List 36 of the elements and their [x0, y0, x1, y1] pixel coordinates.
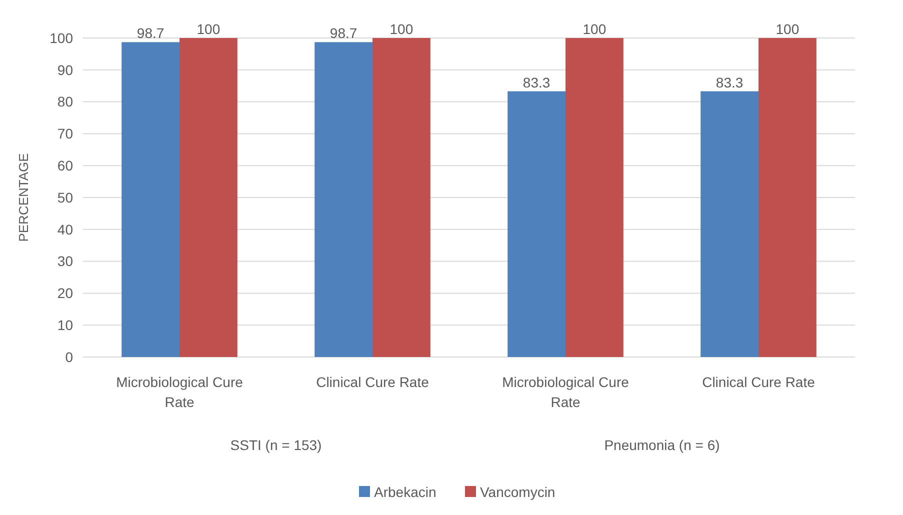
y-axis-title: PERCENTAGE	[16, 152, 31, 242]
text: Pneumonia (n = 6)	[604, 437, 720, 453]
data-label: 100	[582, 21, 606, 37]
bar	[372, 38, 430, 357]
bar	[758, 38, 816, 357]
y-tick-label: 100	[50, 30, 74, 46]
y-tick-label: 90	[57, 62, 74, 78]
data-label: 98.7	[136, 25, 164, 42]
data-label: 83.3	[716, 74, 744, 90]
y-tick-label: 50	[57, 189, 74, 206]
x-tick-label: Microbiological Cure Rate	[502, 374, 630, 410]
text: SSTI (n = 153)	[230, 437, 322, 453]
y-tick-label: 40	[57, 221, 74, 238]
data-label: 100	[196, 21, 220, 37]
x-tick-label: Clinical Cure Rate	[316, 374, 430, 390]
data-label: 100	[390, 21, 414, 37]
y-tick-label: 10	[57, 317, 74, 333]
y-tick-label: 20	[57, 285, 74, 302]
y-tick-label: 30	[57, 253, 74, 270]
legend-label: Vancomycin	[480, 484, 556, 500]
data-label: 98.7	[330, 25, 358, 42]
legend-label: Arbekacin	[374, 484, 436, 500]
y-tick-label: 0	[65, 348, 74, 365]
bar	[122, 42, 180, 357]
y-tick-label: 60	[57, 158, 74, 174]
x-tick-label: Clinical Cure Rate	[702, 374, 816, 390]
data-label: 100	[776, 21, 800, 37]
data-label: 83.3	[522, 74, 550, 90]
x-tick-label: Microbiological Cure Rate	[116, 374, 244, 410]
y-tick-label: 70	[57, 126, 74, 142]
bar	[314, 42, 372, 357]
bar	[700, 91, 758, 357]
bar	[508, 91, 566, 357]
bar	[180, 38, 238, 357]
y-tick-label: 80	[57, 94, 74, 110]
bar	[566, 38, 624, 357]
